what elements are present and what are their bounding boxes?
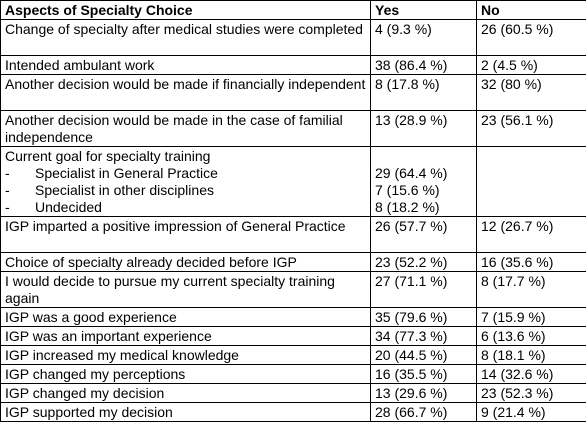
no-cell: 26 (60.5 %) — [476, 19, 586, 56]
table-row: Intended ambulant work 38 (86.4 %) 2 (4.… — [0, 55, 586, 75]
goal-item-label: Specialist in other disciplines — [35, 182, 214, 198]
goal-item-label: Undecided — [35, 199, 102, 215]
goal-item-dash: - — [5, 182, 10, 198]
yes-cell: 28 (66.7 %) — [370, 402, 477, 422]
goal-item: - Specialist in other disciplines — [5, 182, 366, 199]
aspect-cell: IGP increased my medical knowledge — [0, 345, 371, 365]
yes-cell: 27 (71.1 %) — [370, 271, 477, 308]
header-aspect: Aspects of Specialty Choice — [0, 0, 371, 20]
no-cell: 12 (26.7 %) — [476, 216, 586, 253]
yes-cell: 13 (29.6 %) — [370, 383, 477, 403]
aspect-cell: IGP imparted a positive impression of Ge… — [0, 216, 371, 253]
header-row: Aspects of Specialty Choice Yes No — [0, 0, 586, 20]
goal-item-label: Specialist in General Practice — [35, 165, 218, 181]
goal-title: Current goal for specialty training — [5, 148, 211, 164]
yes-cell: 16 (35.5 %) — [370, 364, 477, 384]
no-cell: 16 (35.6 %) — [476, 252, 586, 272]
aspect-cell: Intended ambulant work — [0, 55, 371, 75]
header-no: No — [476, 0, 586, 20]
goal-item-yes: 8 (18.2 %) — [375, 199, 440, 215]
yes-cell: 8 (17.8 %) — [370, 74, 477, 111]
no-cell: 23 (52.3 %) — [476, 383, 586, 403]
yes-cell: 26 (57.7 %) — [370, 216, 477, 253]
table-row: IGP was an important experience 34 (77.3… — [0, 326, 586, 346]
aspect-cell: Change of specialty after medical studie… — [0, 19, 371, 56]
yes-cell: 23 (52.2 %) — [370, 252, 477, 272]
goal-item-yes: 7 (15.6 %) — [375, 182, 440, 198]
header-yes: Yes — [370, 0, 477, 20]
aspect-cell: Choice of specialty already decided befo… — [0, 252, 371, 272]
aspect-cell: Another decision would be made in the ca… — [0, 110, 371, 147]
goal-item: - Specialist in General Practice — [5, 165, 366, 182]
no-cell: 8 (17.7 %) — [476, 271, 586, 308]
aspect-cell: IGP changed my perceptions — [0, 364, 371, 384]
goal-item-yes: 29 (64.4 %) — [375, 165, 448, 181]
table-row: I would decide to pursue my current spec… — [0, 271, 586, 308]
aspect-cell: IGP was an important experience — [0, 326, 371, 346]
yes-cell: 20 (44.5 %) — [370, 345, 477, 365]
table-row: IGP changed my decision 13 (29.6 %) 23 (… — [0, 383, 586, 403]
table-row: IGP was a good experience 35 (79.6 %) 7 … — [0, 307, 586, 327]
aspect-cell: Another decision would be made if financ… — [0, 74, 371, 111]
no-cell: 14 (32.6 %) — [476, 364, 586, 384]
no-cell: 2 (4.5 %) — [476, 55, 586, 75]
yes-cell: 13 (28.9 %) — [370, 110, 477, 147]
goal-item: - Undecided — [5, 199, 366, 216]
yes-cell: 38 (86.4 %) — [370, 55, 477, 75]
aspect-cell: IGP changed my decision — [0, 383, 371, 403]
no-cell: 7 (15.9 %) — [476, 307, 586, 327]
goal-aspect-cell: Current goal for specialty training - Sp… — [0, 146, 371, 217]
specialty-choice-table: Aspects of Specialty Choice Yes No Chang… — [0, 0, 586, 422]
yes-cell: 34 (77.3 %) — [370, 326, 477, 346]
goal-yes-cell: 29 (64.4 %) 7 (15.6 %) 8 (18.2 %) — [370, 146, 477, 217]
yes-cell: 35 (79.6 %) — [370, 307, 477, 327]
aspect-cell: I would decide to pursue my current spec… — [0, 271, 371, 308]
no-cell: 6 (13.6 %) — [476, 326, 586, 346]
aspect-cell: IGP supported my decision — [0, 402, 371, 422]
table-row: Choice of specialty already decided befo… — [0, 252, 586, 272]
goal-no-cell — [476, 146, 586, 217]
no-cell: 23 (56.1 %) — [476, 110, 586, 147]
table-row: IGP supported my decision 28 (66.7 %) 9 … — [0, 402, 586, 422]
table-row: Change of specialty after medical studie… — [0, 19, 586, 56]
goal-item-dash: - — [5, 165, 10, 181]
table-row: Another decision would be made in the ca… — [0, 110, 586, 147]
goal-item-dash: - — [5, 199, 10, 215]
table-row: Another decision would be made if financ… — [0, 74, 586, 111]
table-row: IGP increased my medical knowledge 20 (4… — [0, 345, 586, 365]
table-row: IGP changed my perceptions 16 (35.5 %) 1… — [0, 364, 586, 384]
aspect-cell: IGP was a good experience — [0, 307, 371, 327]
no-cell: 32 (80 %) — [476, 74, 586, 111]
goal-row: Current goal for specialty training - Sp… — [0, 146, 586, 217]
table-row: IGP imparted a positive impression of Ge… — [0, 216, 586, 253]
no-cell: 8 (18.1 %) — [476, 345, 586, 365]
no-cell: 9 (21.4 %) — [476, 402, 586, 422]
yes-cell: 4 (9.3 %) — [370, 19, 477, 56]
